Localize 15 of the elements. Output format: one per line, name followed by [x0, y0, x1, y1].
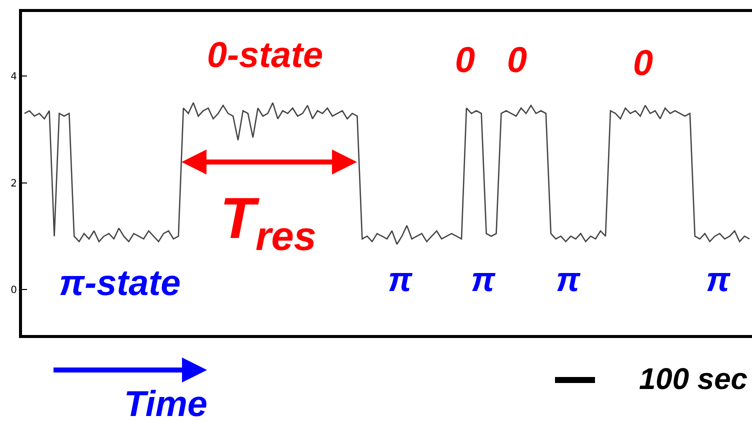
- text: 100 sec: [639, 363, 748, 396]
- annotation: T$_{res}$: [220, 186, 316, 260]
- y-tick-label: 4: [10, 72, 17, 83]
- annotation: 0: [507, 39, 528, 80]
- annotation: π: [471, 261, 496, 299]
- y-tick-label: 2: [10, 178, 17, 190]
- annotation: π: [706, 261, 731, 299]
- annotation: π: [388, 261, 413, 299]
- annotation: 0: [455, 39, 476, 80]
- y-tick-label: 0: [10, 285, 17, 296]
- text: Time: [124, 383, 208, 422]
- annotation: π: [556, 261, 581, 299]
- annotation: 0-state: [207, 34, 324, 75]
- annotation: 0: [633, 42, 654, 83]
- annotation: π-state: [59, 262, 181, 303]
